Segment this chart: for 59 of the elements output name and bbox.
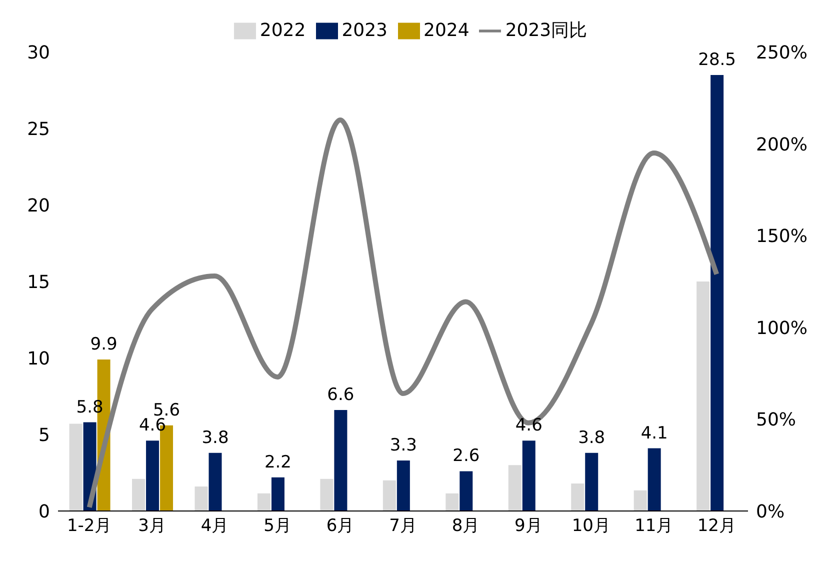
data-label: 2.2 [264, 452, 292, 472]
bar [320, 478, 334, 511]
y2-tick-label: 150% [756, 226, 808, 248]
bar [382, 480, 396, 511]
y-tick-label: 15 [27, 272, 50, 293]
data-label: 4.6 [515, 416, 542, 436]
bar [446, 493, 459, 511]
data-label: 3.3 [390, 436, 417, 456]
y2-tick-label: 50% [756, 410, 796, 431]
bar [194, 486, 208, 511]
bar [132, 478, 146, 511]
bar [571, 483, 584, 511]
x-tick-label: 6月 [326, 516, 354, 536]
bar [208, 452, 222, 511]
bar [696, 282, 710, 511]
bar [396, 460, 410, 511]
y2-tick-label: 100% [756, 318, 808, 339]
legend-label: 2024 [424, 20, 470, 41]
x-tick-label: 11月 [634, 516, 674, 536]
x-tick-label: 10月 [572, 516, 610, 536]
bar [146, 440, 160, 511]
y-tick-label: 30 [27, 42, 50, 64]
data-label: 4.1 [640, 423, 668, 444]
y2-tick-label: 200% [756, 134, 808, 156]
y2-tick-label: 250% [756, 42, 808, 64]
y-tick-label: 5 [38, 424, 50, 446]
bar [648, 448, 661, 511]
x-tick-label: 1-2月 [66, 516, 112, 536]
bar [508, 465, 522, 511]
x-tick-label: 9月 [514, 516, 542, 536]
x-tick-label: 7月 [389, 516, 417, 536]
x-tick-label: 12月 [697, 516, 736, 536]
legend-label: 2023 [342, 20, 388, 41]
y-tick-label: 20 [27, 195, 50, 216]
y-tick-label: 0 [38, 501, 50, 522]
bar [271, 477, 284, 511]
x-tick-label: 8月 [452, 516, 480, 536]
bar [634, 490, 647, 511]
data-label: 6.6 [327, 385, 354, 406]
bar [69, 424, 82, 511]
x-tick-label: 4月 [200, 516, 229, 536]
bar [710, 75, 724, 511]
bar [334, 410, 348, 511]
y-tick-label: 10 [27, 348, 50, 370]
bar [585, 452, 598, 511]
data-label: 3.8 [578, 428, 606, 448]
x-tick-label: 5月 [264, 516, 292, 536]
y2-tick-label: 0% [756, 501, 785, 522]
data-label: 9.9 [90, 334, 118, 355]
x-tick-label: 3月 [138, 516, 166, 536]
legend-label: 2023同比 [505, 20, 588, 41]
bar [522, 440, 536, 511]
y-tick-label: 25 [27, 118, 50, 140]
legend-label: 2022 [260, 20, 306, 41]
bar [460, 471, 473, 511]
data-label: 3.8 [202, 428, 229, 448]
bar [257, 493, 270, 511]
data-label: 28.5 [698, 50, 736, 70]
data-label: 2.6 [452, 446, 480, 466]
